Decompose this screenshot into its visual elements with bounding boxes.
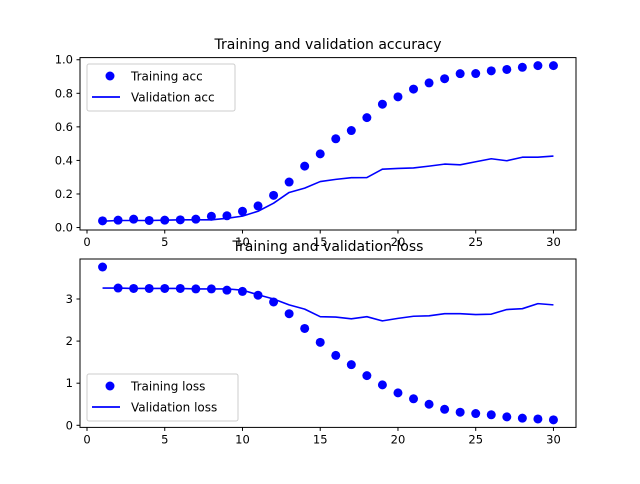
accuracy-x-tick-label: 15 xyxy=(313,235,328,249)
loss-y-tick-label: 3 xyxy=(66,292,73,306)
training-acc-point xyxy=(129,214,139,224)
accuracy-x-tick-label: 10 xyxy=(235,235,250,249)
training-loss-point xyxy=(346,360,356,370)
training-acc-point xyxy=(300,161,310,171)
loss-x-tick-label: 10 xyxy=(235,432,250,446)
loss-x-tick-label: 30 xyxy=(546,432,561,446)
loss-x-tick-label: 5 xyxy=(161,432,168,446)
training-loss-point xyxy=(486,410,496,420)
training-loss-point xyxy=(471,409,481,419)
training-acc-point xyxy=(206,211,216,221)
training-acc-point xyxy=(440,74,450,84)
training-loss-point xyxy=(502,412,512,422)
validation-acc-series-line xyxy=(102,155,554,222)
training-loss-point xyxy=(455,407,465,417)
legend-label-training-loss: Training loss xyxy=(130,380,205,394)
training-acc-point xyxy=(517,62,527,72)
accuracy-chart-title: Training and validation accuracy xyxy=(213,37,441,53)
accuracy-plot-area xyxy=(98,61,558,226)
legend-marker-training-loss xyxy=(105,381,115,391)
accuracy-legend-box xyxy=(86,63,236,112)
training-acc-point xyxy=(455,69,465,79)
training-acc-point xyxy=(548,61,558,71)
loss-axis-ticks: 0 5 10 15 20 25 30 0 1 2 3 xyxy=(66,292,561,446)
loss-y-tick-label: 1 xyxy=(66,376,73,390)
training-loss-point xyxy=(362,371,372,381)
training-loss-point xyxy=(533,414,543,424)
training-acc-point xyxy=(346,126,356,136)
training-loss-point xyxy=(98,262,108,272)
training-loss-point xyxy=(222,285,232,295)
loss-chart: 0 5 10 15 20 25 30 0 1 2 3 Training and validation… xyxy=(66,239,577,446)
legend-marker-training-acc xyxy=(105,71,115,81)
training-acc-point xyxy=(471,69,481,79)
training-acc-point xyxy=(269,190,279,200)
accuracy-y-tick-label: 0.2 xyxy=(55,187,73,201)
training-acc-point xyxy=(315,149,325,159)
training-loss-point xyxy=(548,415,558,425)
training-loss-point xyxy=(393,388,403,398)
accuracy-y-tick-label: 0.0 xyxy=(55,221,73,235)
training-loss-point xyxy=(300,323,310,333)
loss-x-tick-label: 20 xyxy=(391,432,406,446)
training-acc-point xyxy=(284,177,294,187)
training-acc-point xyxy=(377,99,387,109)
loss-x-tick-label: 15 xyxy=(313,432,328,446)
training-acc-point xyxy=(409,84,419,94)
accuracy-y-tick-label: 1.0 xyxy=(55,53,73,67)
training-loss-point xyxy=(409,394,419,404)
legend-label-training-acc: Training acc xyxy=(130,70,203,84)
accuracy-x-tick-label: 25 xyxy=(468,235,483,249)
training-acc-point xyxy=(362,113,372,123)
accuracy-legend: Training acc Validation acc xyxy=(86,63,236,112)
accuracy-x-tick-label: 20 xyxy=(391,235,406,249)
training-acc-point xyxy=(424,78,434,88)
training-acc-point xyxy=(533,61,543,71)
training-loss-point xyxy=(315,337,325,347)
loss-y-tick-label: 0 xyxy=(66,418,73,432)
accuracy-x-tick-label: 5 xyxy=(161,235,168,249)
accuracy-axes-frame xyxy=(79,57,577,231)
training-acc-point xyxy=(331,134,341,144)
training-acc-point xyxy=(486,66,496,76)
training-loss-point xyxy=(284,309,294,319)
accuracy-x-tick-label: 0 xyxy=(83,235,90,249)
loss-plot-area xyxy=(98,262,558,425)
accuracy-x-tick-label: 30 xyxy=(546,235,561,249)
loss-axes-frame xyxy=(79,258,577,428)
training-loss-point xyxy=(424,399,434,409)
legend-label-validation-loss: Validation loss xyxy=(131,401,217,415)
accuracy-y-tick-label: 0.8 xyxy=(55,86,73,100)
loss-chart-title: Training and validation loss xyxy=(232,239,424,255)
legend-label-validation-acc: Validation acc xyxy=(131,91,215,105)
training-loss-point xyxy=(440,404,450,414)
accuracy-chart: Training and validation accuracy 0 5 10 15 2… xyxy=(55,37,577,249)
loss-y-tick-label: 2 xyxy=(66,334,73,348)
accuracy-y-tick-label: 0.4 xyxy=(55,153,73,167)
training-acc-point xyxy=(393,92,403,102)
loss-x-tick-label: 0 xyxy=(83,432,90,446)
loss-legend: Training loss Validation loss xyxy=(86,373,239,422)
training-acc-point xyxy=(253,201,263,211)
training-loss-point xyxy=(331,350,341,360)
training-loss-point xyxy=(377,380,387,390)
loss-legend-box xyxy=(86,373,239,422)
training-acc-point xyxy=(502,64,512,74)
validation-loss-series-line xyxy=(102,287,554,322)
accuracy-y-tick-label: 0.6 xyxy=(55,120,73,134)
training-acc-point xyxy=(237,206,247,216)
training-loss-point xyxy=(517,413,527,423)
loss-x-tick-label: 25 xyxy=(468,432,483,446)
accuracy-axis-ticks: 0 5 10 15 20 25 30 0.0 0.2 0.4 0.6 0.8 1.0 xyxy=(55,53,561,249)
